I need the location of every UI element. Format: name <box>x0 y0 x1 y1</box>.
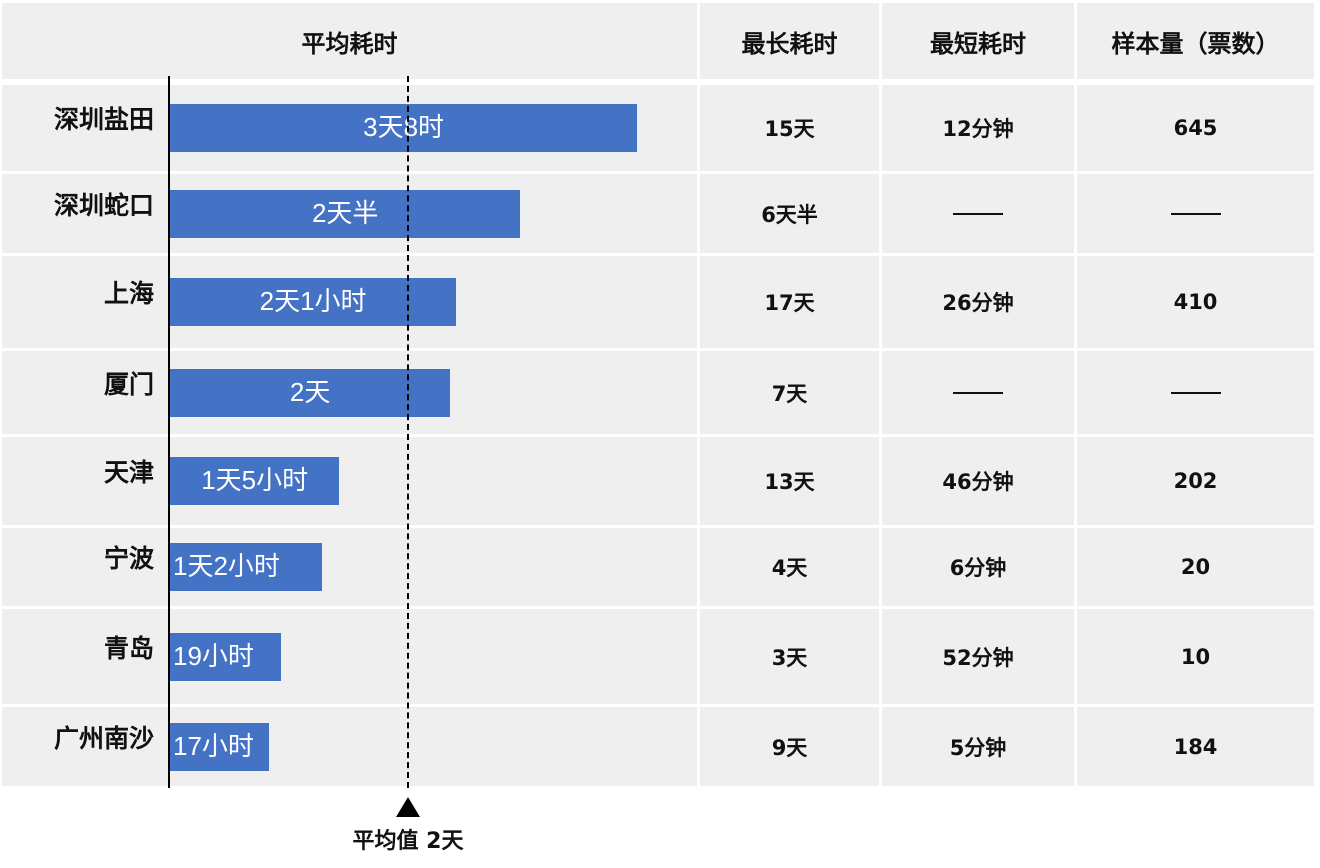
samples-cell: 20 <box>1077 528 1314 606</box>
max-time-cell: 9天 <box>700 707 879 786</box>
max-time-cell: 4天 <box>700 528 879 606</box>
chart-row-bg <box>2 437 697 525</box>
header-min-label: 最短耗时 <box>930 29 1026 58</box>
max-time-cell: 17天 <box>700 256 879 348</box>
port-label: 厦门 <box>103 369 154 399</box>
min-time-cell-value: 6分钟 <box>949 556 1007 580</box>
min-time-cell-value: 26分钟 <box>942 291 1014 315</box>
port-label: 深圳盐田 <box>53 105 154 134</box>
bar <box>170 632 281 681</box>
min-time-cell-value: 46分钟 <box>942 470 1014 494</box>
min-time-cell-value: 12分钟 <box>942 117 1014 141</box>
min-time-cell: 46分钟 <box>882 437 1074 525</box>
max-time-cell-value: 17天 <box>764 291 815 315</box>
max-time-cell: 3天 <box>700 609 879 704</box>
samples-cell: 410 <box>1077 256 1314 348</box>
header-max: 最长耗时 <box>700 3 879 79</box>
min-time-cell: 6分钟 <box>882 528 1074 606</box>
bar-data-label: 19小时 <box>173 640 254 671</box>
port-label: 宁波 <box>103 544 154 573</box>
max-time-cell: 7天 <box>700 351 879 434</box>
bar <box>170 543 322 591</box>
no-data-dash <box>1170 212 1221 215</box>
samples-cell-value: 20 <box>1180 555 1211 579</box>
samples-cell-value: 645 <box>1173 116 1218 140</box>
average-label: 平均值 2天 <box>352 829 464 854</box>
max-time-cell-value: 15天 <box>764 117 815 141</box>
bar-data-label: 2天 <box>289 376 331 407</box>
max-time-cell: 6天半 <box>700 174 879 253</box>
port-label: 上海 <box>103 279 154 308</box>
bar <box>170 722 270 771</box>
chart-axis-line <box>168 76 170 788</box>
min-time-cell: 12分钟 <box>882 85 1074 171</box>
header-min: 最短耗时 <box>882 3 1074 79</box>
no-data-dash <box>953 212 1003 215</box>
port-label: 青岛 <box>103 633 154 663</box>
min-time-cell <box>882 174 1074 253</box>
header-samples-label: 样本量（票数） <box>1111 29 1280 58</box>
min-time-cell: 26分钟 <box>882 256 1074 348</box>
header-avg-label: 平均耗时 <box>301 29 398 58</box>
header-max-label: 最长耗时 <box>741 29 838 58</box>
port-label: 天津 <box>103 458 154 487</box>
port-label: 广州南沙 <box>53 723 154 753</box>
max-time-cell: 15天 <box>700 85 879 171</box>
min-time-cell: 52分钟 <box>882 609 1074 704</box>
no-data-dash <box>953 391 1003 394</box>
chart-row-bg <box>2 707 697 786</box>
samples-cell: 184 <box>1077 707 1314 786</box>
bar-data-label: 2天1小时 <box>259 286 367 316</box>
min-time-cell-value: 5分钟 <box>949 735 1007 760</box>
bar-data-label: 2天半 <box>311 197 379 228</box>
max-time-cell-value: 13天 <box>764 470 815 494</box>
samples-cell: 645 <box>1077 85 1314 171</box>
samples-cell: 10 <box>1077 609 1314 704</box>
average-marker-icon <box>396 797 420 817</box>
max-time-cell-value: 3天 <box>771 645 808 670</box>
samples-cell-value: 202 <box>1173 469 1218 493</box>
bar <box>170 104 638 152</box>
bar-data-label: 1天5小时 <box>201 465 309 495</box>
average-reference-line <box>407 76 409 788</box>
max-time-cell-value: 6天半 <box>761 202 818 227</box>
max-time-cell-value: 9天 <box>771 735 808 760</box>
samples-cell-value: 410 <box>1173 290 1218 314</box>
min-time-cell-value: 52分钟 <box>942 645 1014 670</box>
header-avg: 平均耗时 <box>2 3 697 79</box>
header-samples: 样本量（票数） <box>1077 3 1314 79</box>
port-label: 深圳蛇口 <box>53 190 154 220</box>
samples-cell <box>1077 174 1314 253</box>
samples-cell-value: 184 <box>1173 734 1218 759</box>
samples-cell <box>1077 351 1314 434</box>
bar <box>170 368 451 417</box>
chart-row-bg <box>2 609 697 704</box>
bar <box>170 457 340 505</box>
no-data-dash <box>1170 391 1221 394</box>
bar-data-label: 3天8时 <box>363 112 445 142</box>
max-time-cell-value: 4天 <box>771 556 808 580</box>
samples-cell: 202 <box>1077 437 1314 525</box>
max-time-cell: 13天 <box>700 437 879 525</box>
max-time-cell-value: 7天 <box>771 381 808 406</box>
samples-cell-value: 10 <box>1180 644 1211 669</box>
min-time-cell <box>882 351 1074 434</box>
bar-data-label: 1天2小时 <box>173 551 280 581</box>
bar <box>170 189 521 238</box>
chart-row-bg <box>2 528 697 606</box>
min-time-cell: 5分钟 <box>882 707 1074 786</box>
bar-data-label: 17小时 <box>173 730 254 761</box>
